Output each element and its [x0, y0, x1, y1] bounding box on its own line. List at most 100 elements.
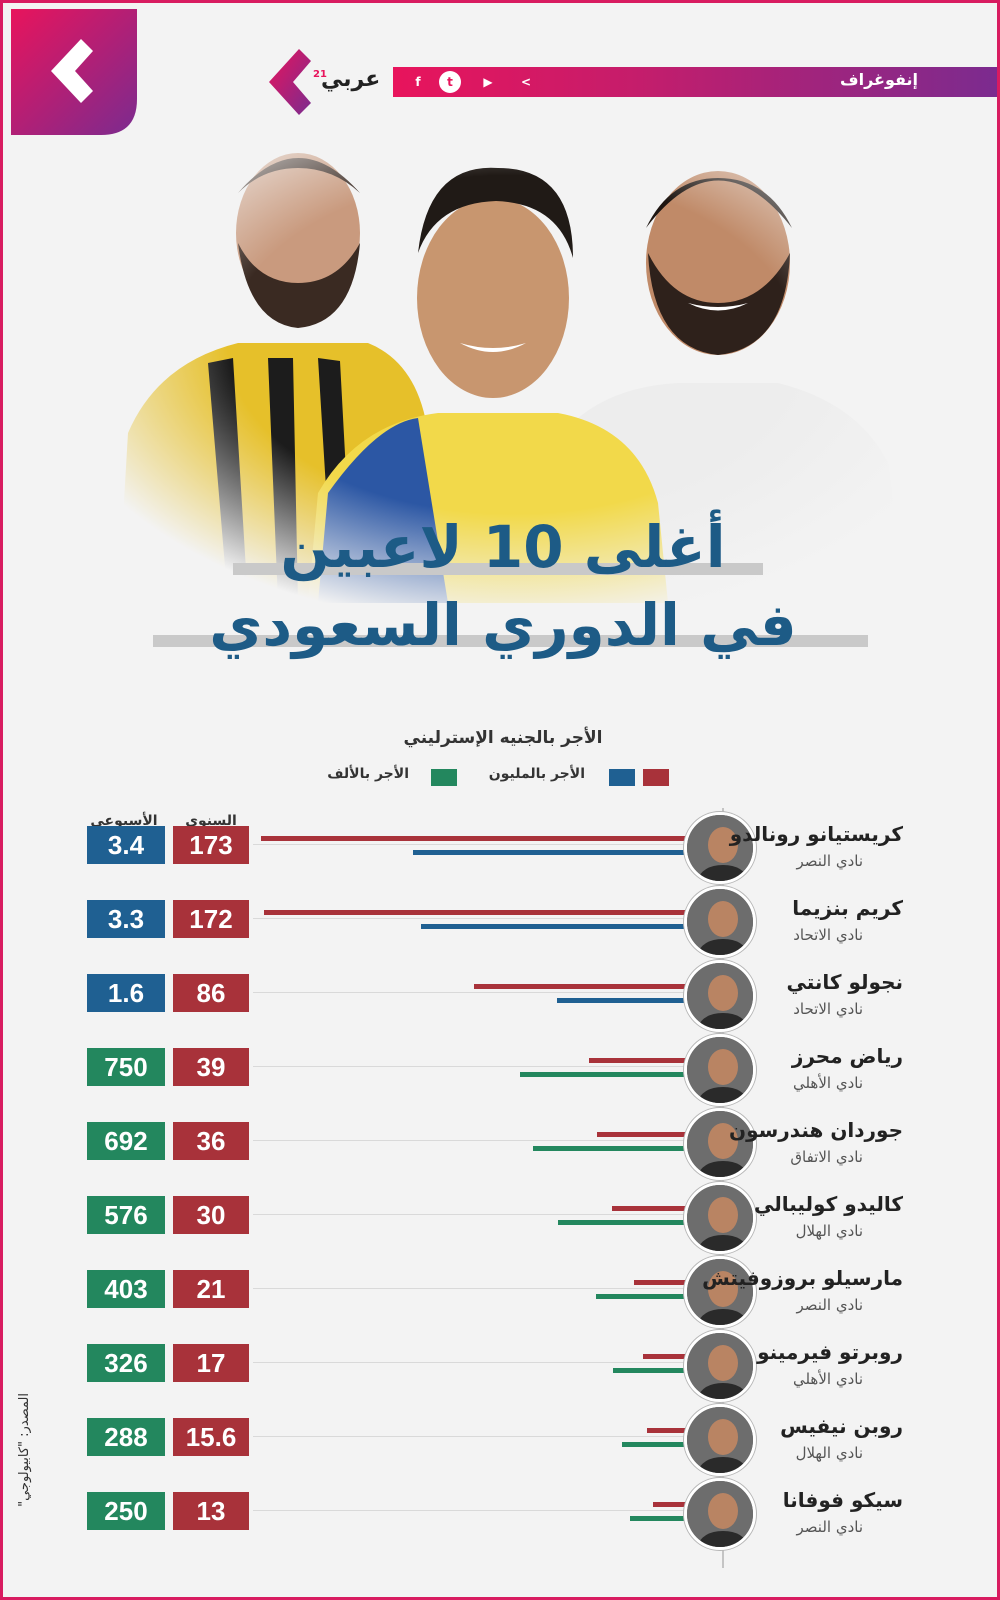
bar-weekly [558, 1220, 685, 1225]
value-box-weekly: 3.3 [87, 900, 165, 938]
legend-swatch-annual [643, 769, 669, 786]
chart-row: 172 3.3 كريم بنزيما نادي الاتحاد [3, 882, 997, 958]
value-box-weekly: 403 [87, 1270, 165, 1308]
chart-row: 173 3.4 كريستيانو رونالدو نادي النصر [3, 808, 997, 884]
legend-title: الأجر بالجنيه الإسترليني [403, 728, 603, 748]
value-box-annual: 21 [173, 1270, 249, 1308]
player-name: كريستيانو رونالدو [729, 822, 903, 846]
player-club: نادي الاتحاد [793, 1000, 863, 1018]
player-avatar [684, 1182, 756, 1254]
player-name: روبرتو فيرمينو [757, 1340, 903, 1364]
bar-weekly [413, 850, 685, 855]
player-name: رياض محرز [791, 1044, 903, 1068]
value-box-annual: 173 [173, 826, 249, 864]
chart-row: 30 576 كاليدو كوليبالي نادي الهلال [3, 1178, 997, 1254]
player-club: نادي الاتفاق [790, 1148, 863, 1166]
column-header-weekly: الأسبوعي [90, 813, 158, 829]
player-name: كاليدو كوليبالي [753, 1192, 903, 1216]
value-box-weekly: 750 [87, 1048, 165, 1086]
player-club: نادي النصر [796, 852, 863, 870]
value-box-weekly: 692 [87, 1122, 165, 1160]
value-box-annual: 13 [173, 1492, 249, 1530]
player-avatar [684, 1108, 756, 1180]
player-club: نادي الأهلي [792, 1370, 863, 1388]
row-guide-line [253, 1214, 685, 1215]
value-box-annual: 15.6 [173, 1418, 249, 1456]
bar-annual [611, 1206, 685, 1211]
chart-row: 13 250 سيكو فوفانا نادي النصر [3, 1474, 997, 1550]
value-box-annual: 86 [173, 974, 249, 1012]
value-box-annual: 30 [173, 1196, 249, 1234]
player-avatar [684, 886, 756, 958]
player-name: روبن نيفيس [780, 1414, 903, 1438]
row-guide-line [253, 1436, 685, 1437]
bar-weekly [520, 1072, 685, 1077]
value-box-weekly: 288 [87, 1418, 165, 1456]
brand-name: عربي [321, 67, 381, 92]
chart-row: 36 692 جوردان هندرسون نادي الاتفاق [3, 1104, 997, 1180]
value-box-annual: 172 [173, 900, 249, 938]
brand-superscript: 21 [313, 69, 327, 80]
chart-row: 21 403 مارسيلو بروزوفيتش نادي النصر [3, 1252, 997, 1328]
row-guide-line [253, 1362, 685, 1363]
bar-weekly [596, 1294, 685, 1299]
bar-annual [653, 1502, 685, 1507]
twitter-icon[interactable]: t [439, 71, 461, 93]
bar-annual [646, 1428, 685, 1433]
value-box-annual: 39 [173, 1048, 249, 1086]
row-guide-line [253, 918, 685, 919]
bar-weekly [613, 1368, 685, 1373]
player-avatar [684, 1256, 756, 1328]
value-box-weekly: 1.6 [87, 974, 165, 1012]
bar-weekly [421, 924, 685, 929]
bar-annual [261, 836, 685, 841]
player-avatar [684, 1034, 756, 1106]
source-credit: المصدر: "كابيولوجي" [17, 1393, 41, 1593]
bar-weekly [621, 1442, 685, 1447]
arabi21-small-icon[interactable]: < [520, 75, 532, 89]
player-avatar [684, 1404, 756, 1476]
title-underline-1 [233, 563, 763, 575]
player-name: نجولو كانتي [786, 970, 903, 994]
bar-annual [474, 984, 685, 989]
infographic-label: إنفوغراف [840, 70, 918, 89]
legend-label-million: الأجر بالمليون [488, 766, 585, 782]
player-club: نادي الأهلي [792, 1074, 863, 1092]
bar-weekly [630, 1516, 685, 1521]
youtube-icon[interactable]: ▶ [483, 75, 493, 89]
player-name: سيكو فوفانا [782, 1488, 903, 1512]
column-header-annual: السنوي [185, 813, 237, 829]
facebook-icon[interactable]: f [415, 75, 421, 89]
player-club: نادي الاتحاد [793, 926, 863, 944]
bar-weekly [532, 1146, 685, 1151]
chart-row: 39 750 رياض محرز نادي الأهلي [3, 1030, 997, 1106]
player-avatar [684, 1330, 756, 1402]
row-guide-line [253, 1288, 685, 1289]
bar-annual [643, 1354, 685, 1359]
title-underline-2 [153, 635, 868, 647]
row-guide-line [253, 1066, 685, 1067]
chart-row: 15.6 288 روبن نيفيس نادي الهلال [3, 1400, 997, 1476]
main-title-line-1: أغلى 10 لاعبين [280, 513, 726, 581]
salary-bar-chart: 173 3.4 كريستيانو رونالدو نادي النصر 172 3.3 ك… [3, 808, 997, 1588]
value-box-weekly: 576 [87, 1196, 165, 1234]
bar-annual [263, 910, 685, 915]
value-box-weekly: 250 [87, 1492, 165, 1530]
header-bar: f t ▶ < إنفوغراف [393, 67, 997, 97]
player-avatar [684, 812, 756, 884]
row-guide-line [253, 992, 685, 993]
row-guide-line [253, 844, 685, 845]
value-box-annual: 36 [173, 1122, 249, 1160]
bar-annual [633, 1280, 685, 1285]
source-text: المصدر: "كابيولوجي" [17, 1393, 32, 1507]
chart-row: 17 326 روبرتو فيرمينو نادي الأهلي [3, 1326, 997, 1402]
player-club: نادي الهلال [795, 1222, 863, 1240]
row-guide-line [253, 1140, 685, 1141]
player-club: نادي النصر [796, 1296, 863, 1314]
player-avatar [684, 1478, 756, 1550]
bar-annual [589, 1058, 685, 1063]
bar-weekly [557, 998, 685, 1003]
value-box-weekly: 326 [87, 1344, 165, 1382]
player-name: كريم بنزيما [792, 896, 903, 920]
